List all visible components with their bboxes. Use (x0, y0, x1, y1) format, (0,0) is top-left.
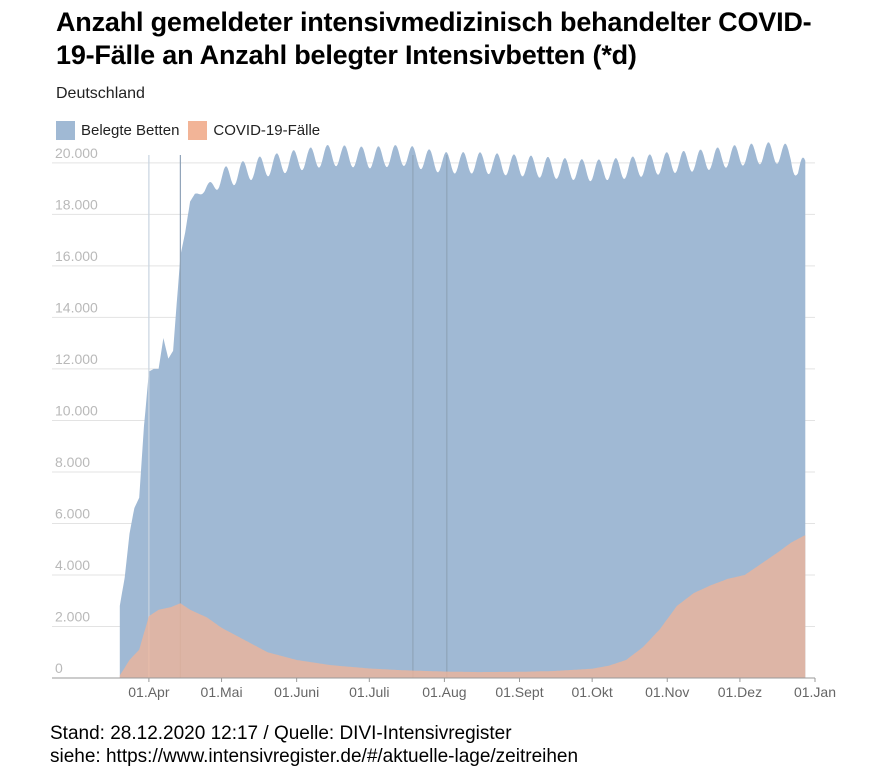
area-belegte-betten (119, 142, 806, 678)
area-covid-faelle (119, 535, 806, 678)
chart-title: Anzahl gemeldeter intensivmedizinisch be… (56, 7, 812, 70)
y-tick-label-16000: 16.000 (55, 248, 98, 264)
footer-link-line[interactable]: siehe: https://www.intensivregister.de/#… (50, 746, 579, 767)
x-tick-label-2020-11-01: 01.Nov (645, 684, 689, 700)
area-chart: 0 2.000 4.000 6.000 8.000 10.000 12.000 14.000 1… (52, 142, 836, 700)
x-tick-label-2020-05-01: 01.Mai (201, 684, 243, 700)
y-tick-label-2000: 2.000 (55, 608, 90, 624)
y-tick-label-18000: 18.000 (55, 196, 98, 212)
x-tick-label-2020-08-01: 01.Aug (422, 684, 466, 700)
x-tick-label-2020-12-01: 01.Dez (718, 684, 762, 700)
y-tick-label-14000: 14.000 (55, 299, 98, 315)
y-tick-label-12000: 12.000 (55, 351, 98, 367)
legend-label-belegte-betten: Belegte Betten (81, 122, 180, 139)
y-tick-label-6000: 6.000 (55, 505, 90, 521)
legend-label-covid-faelle: COVID-19-Fälle (213, 122, 321, 139)
legend-swatch-belegte-betten (56, 121, 75, 140)
legend-item-belegte-betten: Belegte Betten (56, 121, 179, 140)
x-tick-label-2020-09-01: 01.Sept (495, 684, 543, 700)
x-tick-label-2021-01-01: 01.Jan (794, 684, 836, 700)
y-tick-label-0: 0 (55, 660, 63, 676)
legend-swatch-covid-faelle (188, 121, 208, 140)
chart-subtitle: Deutschland (56, 85, 145, 102)
x-tick-label-2020-10-01: 01.Okt (572, 684, 613, 700)
x-tick-label-2020-04-01: 01.Apr (128, 684, 170, 700)
y-tick-label-8000: 8.000 (55, 454, 90, 470)
footer-source-line: Stand: 28.12.2020 12:17 / Quelle: DIVI-I… (50, 723, 512, 744)
legend: Belegte Betten COVID-19-Fälle (56, 121, 329, 140)
footer: Stand: 28.12.2020 12:17 / Quelle: DIVI-I… (50, 722, 578, 768)
x-tick-label-2020-06-01: 01.Juni (274, 684, 319, 700)
y-tick-label-20000: 20.000 (55, 145, 98, 161)
legend-item-covid-faelle: COVID-19-Fälle (188, 121, 320, 140)
y-tick-label-10000: 10.000 (55, 402, 98, 418)
x-tick-label-2020-07-01: 01.Juli (349, 684, 389, 700)
y-tick-label-4000: 4.000 (55, 557, 90, 573)
